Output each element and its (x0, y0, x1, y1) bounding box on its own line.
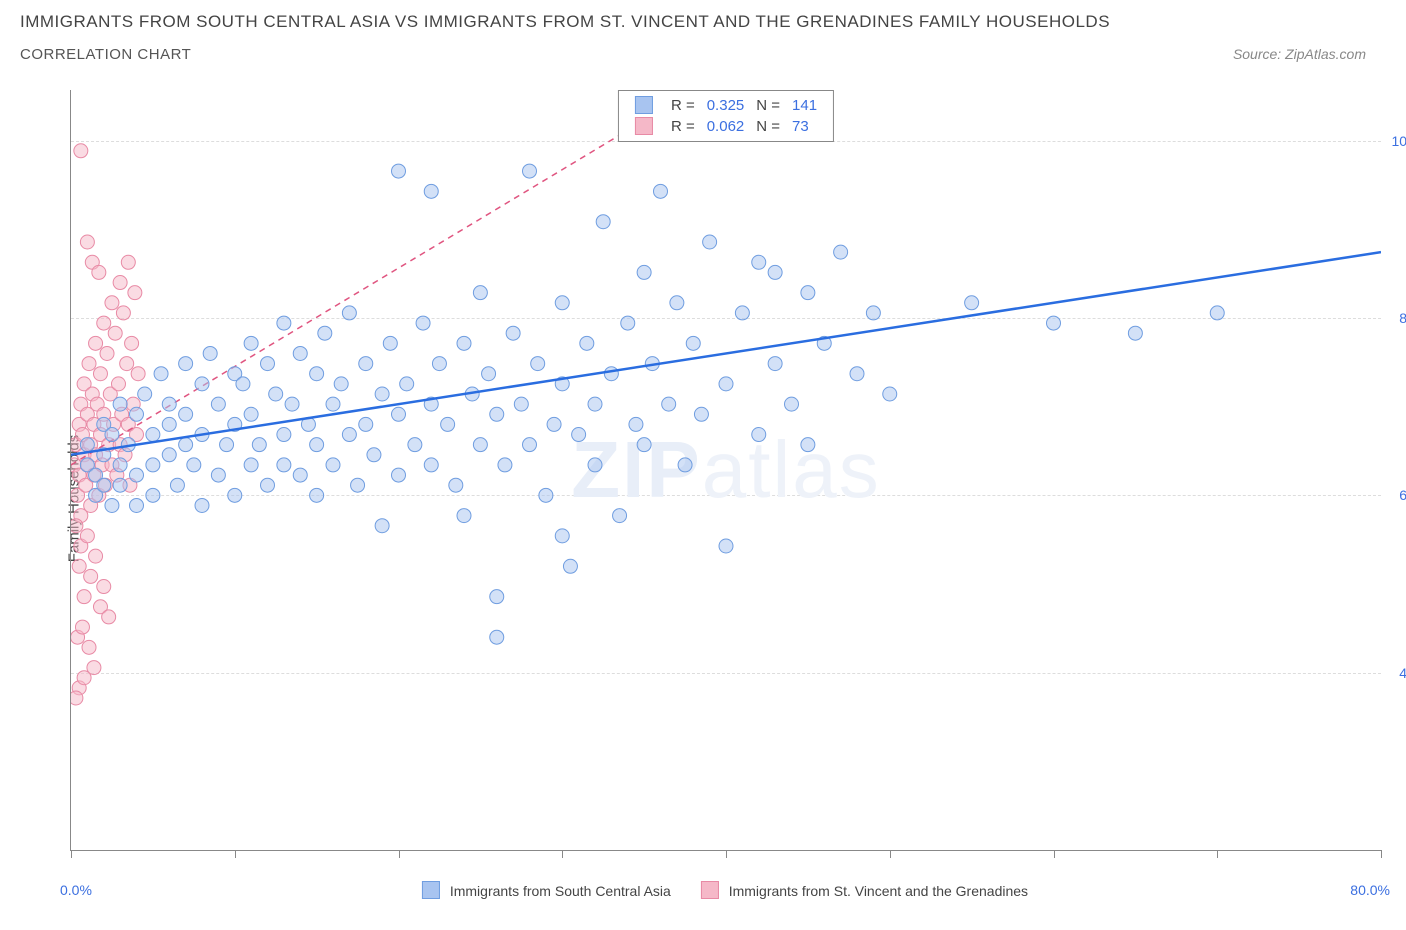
y-tick-label: 100.0% (1389, 133, 1406, 149)
plot-area: ZIPatlas R = 0.325 N = 141 R = 0.062 N =… (70, 90, 1381, 851)
x-tick (562, 850, 563, 858)
source-label: Source: ZipAtlas.com (1233, 46, 1386, 62)
y-tick-label: 65.0% (1389, 487, 1406, 503)
x-tick (1381, 850, 1382, 858)
x-tick (235, 850, 236, 858)
stats-row-2: R = 0.062 N = 73 (629, 116, 823, 137)
x-tick (1217, 850, 1218, 858)
legend-label-1: Immigrants from South Central Asia (450, 883, 671, 899)
stats-row-1: R = 0.325 N = 141 (629, 95, 823, 116)
x-max-label: 80.0% (1350, 882, 1390, 898)
x-tick (890, 850, 891, 858)
legend-label-2: Immigrants from St. Vincent and the Gren… (729, 883, 1028, 899)
legend-item-1: Immigrants from South Central Asia (422, 881, 671, 899)
legend-swatch-blue-icon (422, 881, 440, 899)
chart-subtitle: CORRELATION CHART (20, 46, 191, 63)
legend-swatch-pink-icon (701, 881, 719, 899)
x-tick (726, 850, 727, 858)
legend-swatch-pink (635, 117, 653, 135)
legend-swatch-blue (635, 96, 653, 114)
legend-item-2: Immigrants from St. Vincent and the Gren… (701, 881, 1028, 899)
y-tick-label: 82.5% (1389, 310, 1406, 326)
x-tick (71, 850, 72, 858)
y-tick-label: 47.5% (1389, 665, 1406, 681)
x-min-label: 0.0% (60, 882, 92, 898)
plot-svg (71, 90, 1381, 850)
x-tick (1054, 850, 1055, 858)
stats-legend-box: R = 0.325 N = 141 R = 0.062 N = 73 (618, 90, 834, 142)
bottom-legend: Immigrants from South Central Asia Immig… (422, 881, 1028, 899)
chart-title: IMMIGRANTS FROM SOUTH CENTRAL ASIA VS IM… (20, 12, 1386, 32)
chart-container: Family Households ZIPatlas R = 0.325 N =… (20, 90, 1386, 900)
x-tick (399, 850, 400, 858)
